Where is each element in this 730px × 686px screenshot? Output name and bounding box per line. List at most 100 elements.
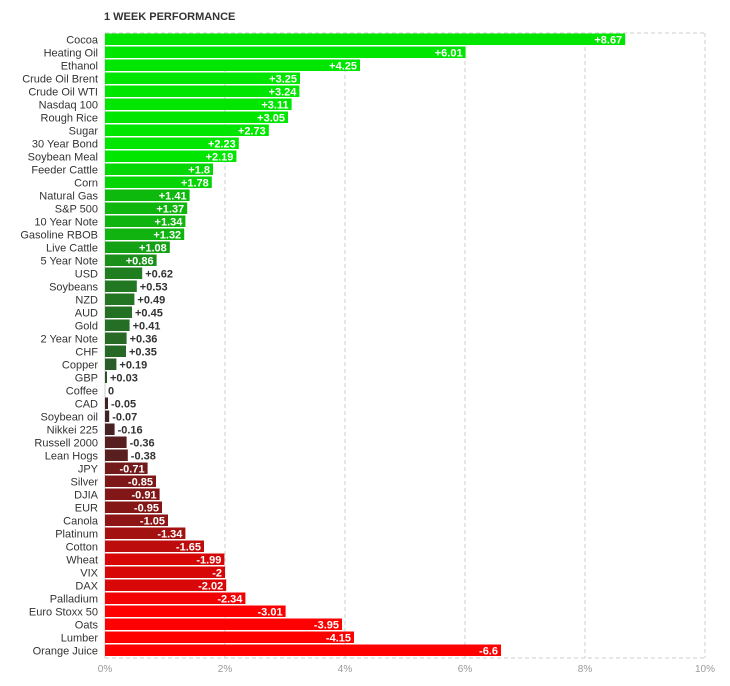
bar: [105, 176, 212, 188]
category-label: EUR: [75, 502, 98, 514]
category-label: Russell 2000: [34, 437, 98, 449]
category-label: Canola: [63, 515, 99, 527]
category-label: Sugar: [69, 125, 99, 137]
category-label: Copper: [62, 359, 98, 371]
value-label: +2.73: [238, 125, 266, 137]
value-label: +3.24: [269, 86, 298, 98]
category-label: Oats: [75, 619, 99, 631]
bar: [105, 111, 288, 123]
value-label: +1.41: [159, 190, 187, 202]
value-label: +2.23: [208, 138, 236, 150]
bar: [105, 319, 130, 331]
category-label: Soybeans: [49, 281, 98, 293]
value-label: +6.01: [435, 47, 463, 59]
bar: [105, 618, 342, 630]
bar: [105, 488, 160, 500]
bar: [105, 566, 225, 578]
category-label: VIX: [80, 567, 98, 579]
bar: [105, 98, 292, 110]
bar: [105, 137, 239, 149]
bar: [105, 163, 213, 175]
bar: [105, 150, 237, 162]
category-label: Crude Oil WTI: [28, 86, 98, 98]
category-label: Heating Oil: [44, 47, 98, 59]
x-axis-ticks: 0% 2% 4% 6% 8% 10%: [98, 664, 715, 675]
category-label: DAX: [75, 580, 98, 592]
category-label: Lumber: [61, 632, 99, 644]
category-label: CAD: [75, 398, 98, 410]
value-label: +0.41: [133, 320, 161, 332]
bar: [105, 215, 186, 227]
category-label: NZD: [75, 294, 98, 306]
category-label: Silver: [70, 476, 98, 488]
bar: [105, 527, 186, 539]
category-label: Nasdaq 100: [39, 99, 98, 111]
bar: [105, 332, 127, 344]
bar: [105, 46, 466, 58]
value-label: -0.71: [120, 463, 145, 475]
category-label: USD: [75, 268, 98, 280]
category-label: DJIA: [74, 489, 99, 501]
bar: [105, 397, 108, 409]
bar: [105, 371, 107, 383]
category-label: Soybean Meal: [28, 151, 98, 163]
category-label: Live Cattle: [46, 242, 98, 254]
value-label: +1.08: [139, 242, 167, 254]
bar: [105, 33, 626, 45]
chart-title: 1 WEEK PERFORMANCE: [104, 11, 235, 23]
bar: [105, 423, 115, 435]
value-label: -0.91: [132, 489, 157, 501]
category-label: 2 Year Note: [41, 333, 99, 345]
value-label: +1.78: [181, 177, 209, 189]
value-label: -2.02: [198, 580, 223, 592]
bar: [105, 124, 269, 136]
bar: [105, 241, 170, 253]
value-label: -1.34: [157, 528, 183, 540]
category-label: 30 Year Bond: [32, 138, 98, 150]
bar: [105, 605, 286, 617]
category-label: Coffee: [66, 385, 98, 397]
bar: [105, 358, 117, 370]
value-label: -4.15: [326, 632, 351, 644]
value-label: +1.34: [155, 216, 184, 228]
bar: [105, 202, 188, 214]
category-label: Nikkei 225: [47, 424, 98, 436]
bar: [105, 345, 126, 357]
value-label: -6.6: [479, 645, 498, 657]
bars-group: +8.67 +6.01 +4.25 +3.25+3.24+3.11+3.05+2.73…: [105, 33, 626, 657]
bar: [105, 449, 128, 461]
bar: [105, 540, 204, 552]
category-label: 10 Year Note: [34, 216, 98, 228]
value-label: -0.05: [111, 398, 136, 410]
value-label: -0.38: [131, 450, 156, 462]
x-tick-label: 4%: [338, 664, 353, 675]
value-label: 0: [108, 385, 114, 397]
bar: [105, 306, 132, 318]
bar: [105, 592, 246, 604]
value-label: -1.65: [176, 541, 201, 553]
value-label: +0.19: [119, 359, 147, 371]
bar: [105, 280, 137, 292]
category-label: Ethanol: [61, 60, 98, 72]
bar: [105, 631, 354, 643]
bar: [105, 72, 300, 84]
value-label: -1.99: [196, 554, 221, 566]
category-label: Natural Gas: [39, 190, 98, 202]
value-label: -2.34: [217, 593, 243, 605]
category-label: Euro Stoxx 50: [29, 606, 98, 618]
value-label: -0.07: [112, 411, 137, 423]
value-label: -0.36: [130, 437, 155, 449]
value-label: +2.19: [206, 151, 234, 163]
category-label: CHF: [75, 346, 98, 358]
value-label: +0.03: [110, 372, 138, 384]
x-tick-label: 0%: [98, 664, 113, 675]
category-label: Cocoa: [66, 34, 99, 46]
x-tick-label: 8%: [578, 664, 593, 675]
value-label: +3.11: [261, 99, 288, 111]
category-label: JPY: [78, 463, 99, 475]
bar: [105, 85, 300, 97]
value-label: +3.05: [257, 112, 285, 124]
category-label: Feeder Cattle: [31, 164, 98, 176]
value-label: +0.45: [135, 307, 163, 319]
